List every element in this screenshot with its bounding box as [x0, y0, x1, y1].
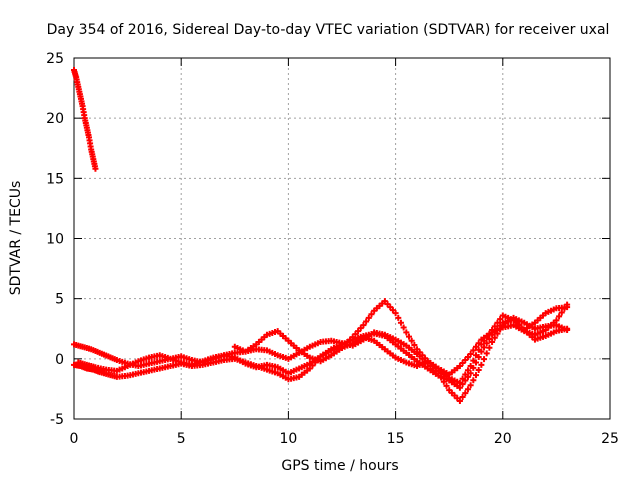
data-point	[395, 314, 402, 321]
data-point	[475, 346, 482, 353]
data-point	[459, 360, 466, 367]
data-point	[365, 314, 372, 321]
data-point	[408, 337, 415, 344]
data-point	[494, 319, 501, 326]
data-point	[464, 386, 471, 393]
data-point	[368, 311, 375, 318]
x-tick-label: 20	[494, 431, 512, 447]
data-point	[497, 316, 504, 323]
data-point	[443, 382, 450, 389]
y-tick-label: 20	[46, 111, 64, 127]
data-point	[473, 352, 479, 359]
x-tick-label: 25	[601, 431, 619, 447]
data-point	[467, 370, 474, 377]
x-tick-label: 15	[387, 431, 405, 447]
data-point	[352, 331, 359, 338]
x-tick-label: 10	[279, 431, 297, 447]
data-point	[464, 354, 471, 361]
x-axis-label: GPS time / hours	[281, 458, 398, 474]
data-point	[411, 341, 418, 348]
data-point	[556, 313, 563, 320]
data-point	[564, 326, 571, 333]
data-point	[397, 319, 404, 326]
data-point	[462, 390, 469, 397]
y-axis-label: SDTVAR / TECUs	[8, 181, 24, 296]
axis-ticks: 0 5 10 15 20 25 -5 0 5 10 15 20 25	[46, 51, 619, 447]
y-tick-label: 10	[46, 232, 64, 248]
data-point	[475, 366, 482, 373]
data-point	[561, 305, 568, 312]
data-point	[470, 357, 477, 364]
data-point	[416, 349, 423, 356]
data-point	[459, 394, 466, 401]
data-point	[440, 378, 447, 385]
data-point	[462, 357, 469, 364]
data-point	[381, 298, 388, 305]
data-point	[360, 322, 367, 329]
data-point	[406, 333, 412, 340]
data-point	[355, 328, 362, 335]
y-tick-label: -5	[50, 412, 64, 428]
y-tick-label: 25	[46, 51, 64, 67]
data-point	[467, 382, 474, 389]
data-point	[387, 304, 394, 311]
data-point	[462, 371, 469, 378]
data-point	[392, 310, 399, 317]
data-point	[564, 301, 571, 308]
data-point	[491, 334, 498, 341]
data-point	[558, 309, 565, 316]
data-point	[473, 343, 479, 350]
data-point	[459, 375, 466, 382]
data-point	[473, 372, 479, 379]
data-point	[419, 352, 426, 359]
data-point	[489, 338, 496, 345]
data-point	[400, 324, 407, 331]
data-point	[403, 329, 410, 336]
data-point	[483, 350, 490, 357]
data-point	[456, 397, 463, 404]
series-4	[231, 301, 571, 378]
data-point	[478, 361, 485, 368]
data-point	[357, 325, 364, 332]
data-point	[553, 317, 560, 324]
data-point	[363, 318, 370, 325]
data-point	[467, 363, 474, 370]
x-tick-label: 0	[70, 431, 79, 447]
grid	[74, 58, 610, 419]
y-tick-label: 0	[55, 352, 64, 368]
y-tick-label: 5	[55, 292, 64, 308]
data-point	[389, 307, 396, 314]
data-point	[384, 301, 391, 308]
y-tick-label: 15	[46, 171, 64, 187]
data-point	[92, 165, 99, 172]
data-point	[481, 356, 488, 363]
data-marks	[71, 67, 571, 404]
data-point	[456, 363, 463, 370]
data-point	[475, 340, 482, 347]
data-point	[481, 344, 488, 351]
data-point	[456, 379, 463, 386]
x-tick-label: 5	[177, 431, 186, 447]
chart-title: Day 354 of 2016, Sidereal Day-to-day VTE…	[47, 22, 610, 38]
data-point	[470, 377, 477, 384]
series-0	[71, 67, 99, 172]
data-point	[464, 367, 471, 374]
data-point	[349, 334, 356, 341]
data-point	[486, 344, 493, 351]
data-point	[414, 346, 421, 353]
data-point	[470, 347, 477, 354]
data-point	[467, 351, 474, 358]
